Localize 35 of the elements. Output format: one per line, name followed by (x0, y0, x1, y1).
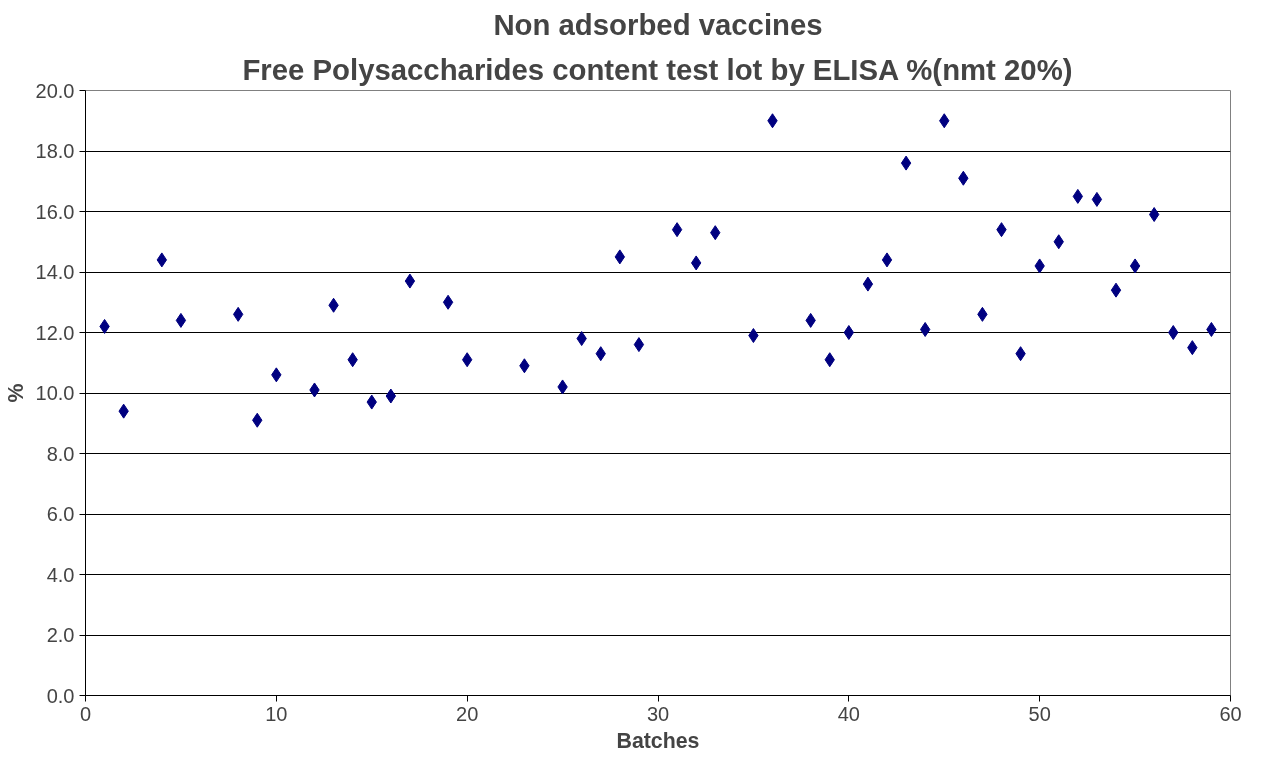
y-tick-label: 8.0 (46, 442, 75, 465)
y-tick-label: 4.0 (46, 563, 75, 586)
x-axis-title: Batches (616, 728, 700, 753)
x-tick-label: 60 (1219, 702, 1242, 725)
y-tick-label: 6.0 (46, 503, 75, 525)
point (1129, 258, 1141, 274)
x-tick-label: 0 (79, 702, 92, 725)
point (442, 294, 454, 310)
point (1091, 191, 1103, 207)
y-axis-title: % (3, 383, 28, 403)
point (1110, 282, 1122, 298)
y-tick-label: 2.0 (46, 624, 75, 646)
point (404, 273, 416, 289)
y-tick-label: 20.0 (35, 79, 75, 102)
chart-title: Non adsorbed vaccines (493, 7, 823, 41)
y-tick-label: 10.0 (35, 382, 75, 404)
point (881, 252, 893, 268)
y-tick-label: 18.0 (35, 140, 75, 162)
y-tick-label: 0.0 (46, 684, 75, 707)
y-tick-label: 12.0 (35, 321, 75, 344)
point (862, 276, 874, 292)
x-tick-label: 10 (265, 702, 288, 725)
point (633, 337, 645, 353)
y-tick-label: 16.0 (35, 200, 75, 223)
point (900, 155, 912, 171)
x-tick-label: 40 (837, 702, 860, 725)
y-tick-label: 14.0 (35, 261, 75, 283)
x-tick-label: 30 (646, 702, 670, 725)
x-tick-label: 20 (456, 702, 479, 725)
point (843, 325, 854, 340)
point (1168, 325, 1179, 340)
point (175, 312, 187, 328)
x-tick-label: 50 (1028, 702, 1051, 725)
point (671, 222, 683, 238)
chart-subtitle: Free Polysaccharides content test lot by ELISA %(nmt 20%) (242, 52, 1073, 86)
